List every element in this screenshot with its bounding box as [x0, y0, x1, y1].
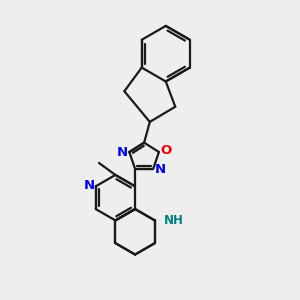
Text: N: N: [117, 146, 128, 159]
Text: N: N: [154, 163, 166, 176]
Text: O: O: [160, 144, 172, 157]
Text: NH: NH: [164, 214, 184, 227]
Text: N: N: [84, 179, 95, 192]
